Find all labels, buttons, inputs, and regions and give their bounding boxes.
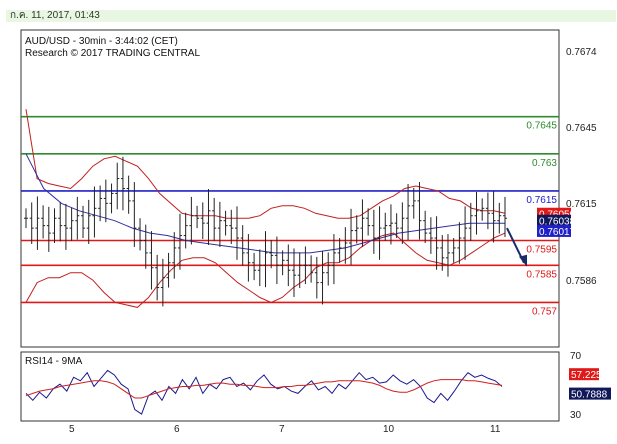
x-label-10: 10 bbox=[383, 424, 395, 435]
bollinger-lower bbox=[25, 232, 506, 308]
rsi-badge bbox=[569, 368, 599, 381]
ma-badge-label: 50.7888 bbox=[571, 390, 608, 401]
chart-subtitle: Research © 2017 TRADING CENTRAL bbox=[25, 48, 200, 59]
price-bars bbox=[24, 156, 507, 307]
y-label-7586: 0.7586 bbox=[566, 276, 597, 287]
forecast-arrowhead bbox=[519, 254, 527, 267]
level-label-4: 0.7585 bbox=[526, 269, 557, 280]
forecast-arrow bbox=[506, 227, 527, 267]
main-panel-frame bbox=[20, 29, 560, 348]
rsi-label-70: 70 bbox=[570, 351, 582, 362]
x-label-5: 5 bbox=[69, 424, 75, 435]
rsi-label-30: 30 bbox=[570, 410, 582, 421]
level-label-3: 0.7595 bbox=[526, 245, 557, 256]
header-date: ก.ค. 11, 2017, 01:43 bbox=[6, 10, 616, 22]
bollinger-bands bbox=[25, 109, 506, 308]
ma-badge bbox=[569, 387, 611, 400]
bollinger-upper bbox=[25, 109, 506, 219]
x-label-6: 6 bbox=[174, 424, 180, 435]
rsi-series-1 bbox=[25, 379, 503, 399]
level-label-5: 0.757 bbox=[532, 306, 557, 317]
level-lines: 0.7645 0.763 0.7615 0.7595 0.7585 0.757 bbox=[21, 115, 559, 317]
y-label-7615: 0.7615 bbox=[566, 199, 597, 210]
chart-title: AUD/USD - 30min - 3:44:02 (CET) bbox=[25, 36, 178, 47]
rsi-series-0 bbox=[25, 369, 503, 415]
rsi-lines bbox=[25, 369, 503, 415]
rsi-badge-label: 57.225 bbox=[571, 370, 602, 381]
level-label-1: 0.763 bbox=[532, 158, 557, 169]
header-bar: ก.ค. 11, 2017, 01:43 bbox=[0, 0, 617, 28]
price-badge-2 bbox=[537, 224, 571, 237]
rsi-title: RSI14 - 9MA bbox=[25, 356, 83, 367]
rsi-badges: 57.225 50.7888 bbox=[569, 368, 611, 401]
x-label-7: 7 bbox=[279, 424, 285, 435]
level-label-2: 0.7615 bbox=[526, 195, 557, 206]
level-label-0: 0.7645 bbox=[526, 121, 557, 132]
price-badge-label-1: 0.76038 bbox=[539, 217, 576, 228]
price-badge-label-2: 0.76017 bbox=[539, 227, 576, 238]
x-label-11: 11 bbox=[490, 424, 501, 435]
price-badge-1 bbox=[537, 214, 571, 227]
y-label-7645: 0.7645 bbox=[566, 123, 597, 134]
y-label-7674: 0.7674 bbox=[566, 47, 597, 58]
